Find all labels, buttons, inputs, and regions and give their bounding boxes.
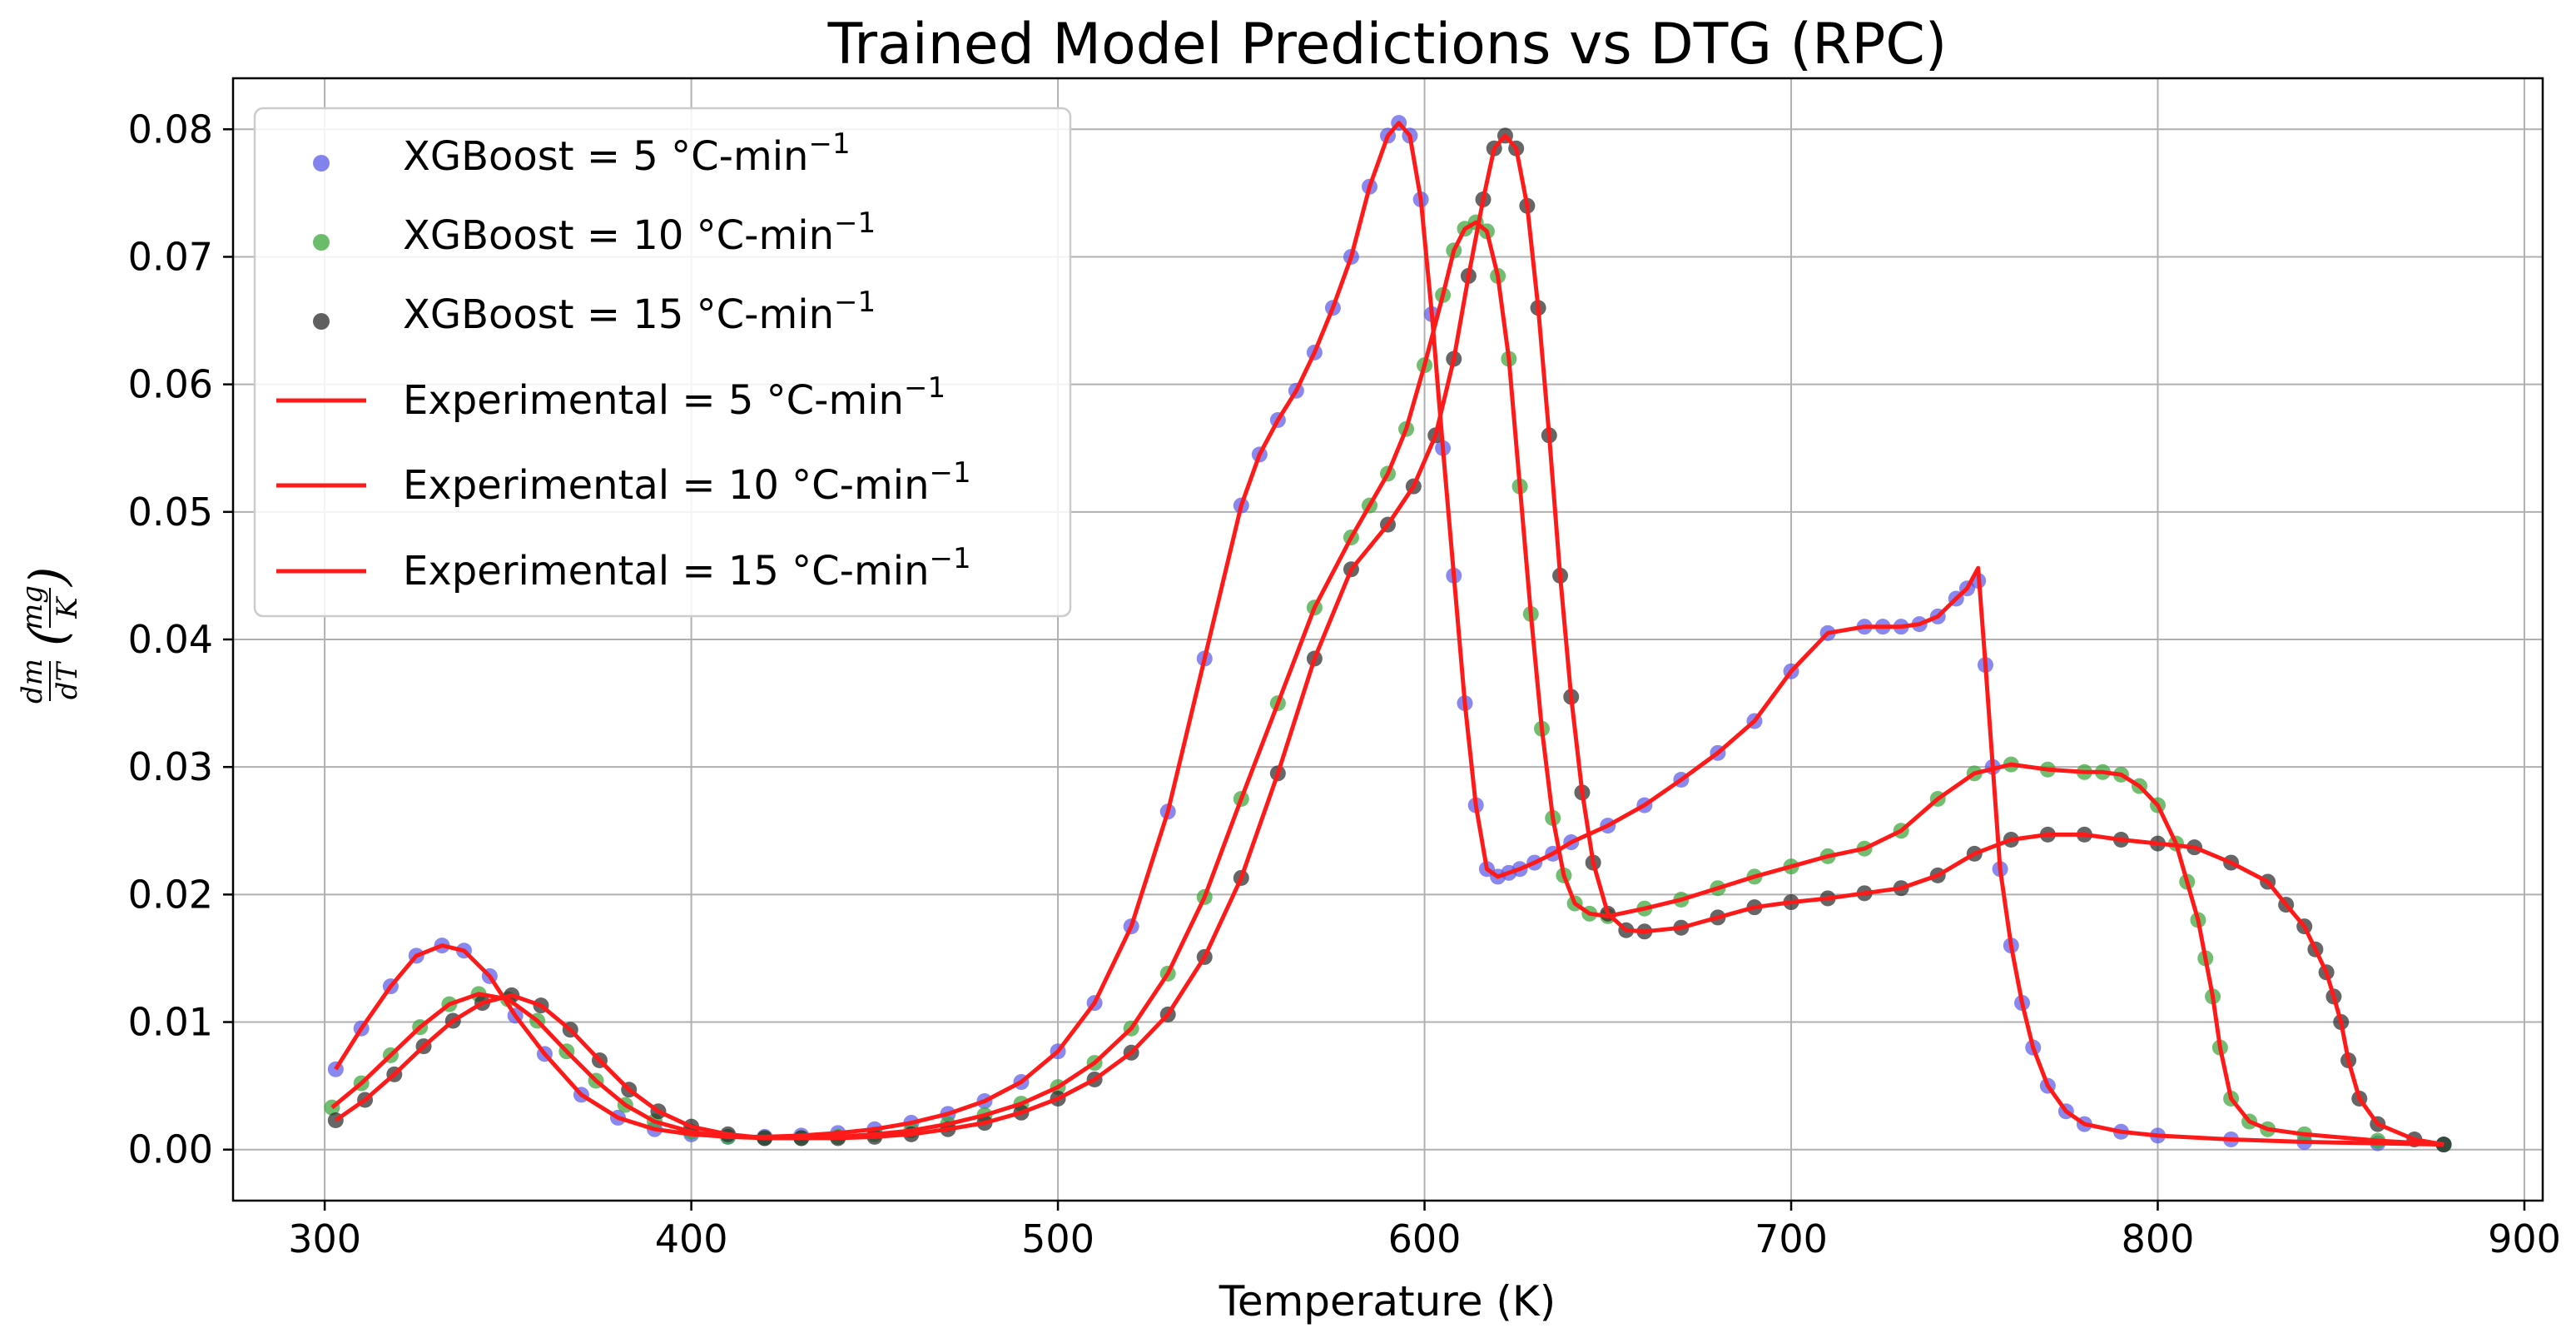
series-line-6 — [334, 133, 2444, 1147]
x-tick-label: 400 — [655, 1216, 728, 1261]
plot-area — [324, 115, 2452, 1153]
axis-ticks: 300 400 500 600 700 800 900 0.00 0.01 0.02 0.03 0.0… — [128, 107, 2561, 1261]
series-line-5 — [330, 220, 2444, 1147]
y-label-open-paren: ( — [19, 625, 77, 646]
y-tick-label: 0.03 — [128, 744, 213, 789]
y-tick-label: 0.01 — [128, 1000, 213, 1045]
legend-marker-1 — [313, 155, 330, 172]
legend-label-5: Experimental = 10 °C-min−1 — [403, 456, 971, 509]
y-tick-label: 0.06 — [128, 362, 213, 407]
legend-label-3: XGBoost = 15 °C-min−1 — [403, 286, 876, 338]
x-tick-label: 600 — [1388, 1216, 1462, 1261]
y-label-mg: mg — [16, 585, 49, 630]
legend-superscript: −1 — [930, 456, 971, 490]
legend-superscript: −1 — [930, 542, 971, 575]
x-tick-label: 800 — [2122, 1216, 2195, 1261]
legend-superscript: −1 — [834, 286, 876, 319]
y-label-close-paren: ) — [19, 567, 77, 588]
legend-marker-2 — [313, 234, 330, 251]
y-axis-title: dm dT ( mg K ) — [16, 567, 84, 704]
legend-label-4: Experimental = 5 °C-min−1 — [403, 371, 946, 424]
legend-marker-3 — [313, 313, 330, 330]
y-tick-label: 0.00 — [128, 1127, 213, 1172]
y-label-dt: dT — [51, 660, 84, 699]
x-tick-label: 300 — [288, 1216, 361, 1261]
x-tick-label: 900 — [2488, 1216, 2561, 1261]
y-tick-label: 0.08 — [128, 107, 213, 152]
legend-label-2: XGBoost = 10 °C-min−1 — [403, 206, 876, 259]
y-tick-label: 0.05 — [128, 490, 213, 535]
legend: XGBoost = 5 °C-min−1 XGBoost = 10 °C-min−… — [253, 107, 1072, 618]
legend-label-6: Experimental = 15 °C-min−1 — [403, 542, 971, 594]
legend-frame — [253, 107, 1072, 618]
x-tick-label: 700 — [1755, 1216, 1828, 1261]
legend-label-1: XGBoost = 5 °C-min−1 — [403, 127, 851, 180]
y-tick-label: 0.07 — [128, 234, 213, 279]
legend-superscript: −1 — [904, 371, 946, 405]
legend-superscript: −1 — [808, 127, 850, 161]
y-label-dm: dm — [16, 659, 49, 704]
chart-title: Trained Model Predictions vs DTG (RPC) — [827, 12, 1948, 77]
x-axis-title: Temperature (K) — [1219, 1277, 1556, 1326]
y-label-k: K — [51, 595, 84, 619]
legend-superscript: −1 — [834, 206, 876, 240]
y-tick-label: 0.02 — [128, 872, 213, 917]
y-tick-label: 0.04 — [128, 617, 213, 662]
x-tick-label: 500 — [1021, 1216, 1094, 1261]
line-layer — [330, 121, 2444, 1147]
